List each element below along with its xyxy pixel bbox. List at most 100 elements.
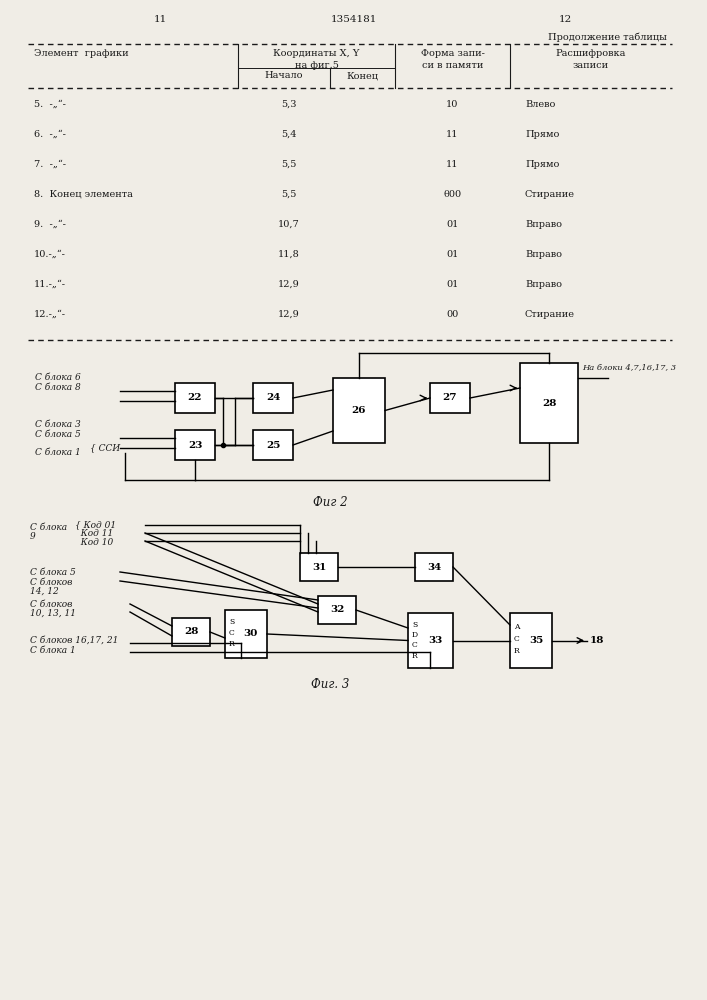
Text: 27: 27 xyxy=(443,393,457,402)
Text: Элемент  графики: Элемент графики xyxy=(34,49,129,58)
FancyBboxPatch shape xyxy=(300,553,338,581)
Text: С блока 8: С блока 8 xyxy=(35,383,81,392)
Text: 01: 01 xyxy=(446,250,459,259)
Text: 28: 28 xyxy=(542,398,556,408)
Text: 5,5: 5,5 xyxy=(281,190,297,199)
Text: 22: 22 xyxy=(188,393,202,402)
Text: 10,7: 10,7 xyxy=(278,220,300,229)
FancyBboxPatch shape xyxy=(520,363,578,443)
Text: Фиг 2: Фиг 2 xyxy=(312,496,347,509)
Text: Продолжение таблицы: Продолжение таблицы xyxy=(548,32,667,41)
Text: S: S xyxy=(412,621,417,629)
Text: 23: 23 xyxy=(188,440,202,450)
Text: Вправо: Вправо xyxy=(525,220,562,229)
Text: 9: 9 xyxy=(30,532,36,541)
Text: 11: 11 xyxy=(446,160,459,169)
Text: Начало: Начало xyxy=(264,71,303,80)
FancyBboxPatch shape xyxy=(333,378,385,443)
Text: С блоков: С блоков xyxy=(30,578,72,587)
Text: С блоков: С блоков xyxy=(30,600,72,609)
FancyBboxPatch shape xyxy=(415,553,453,581)
Text: R: R xyxy=(229,640,235,648)
Text: 12,9: 12,9 xyxy=(278,310,300,319)
Text: 10: 10 xyxy=(446,100,459,109)
Text: Прямо: Прямо xyxy=(525,160,559,169)
Text: На блоки 4,7,16,17, 3: На блоки 4,7,16,17, 3 xyxy=(582,363,676,371)
Text: Влево: Влево xyxy=(525,100,556,109)
Text: Вправо: Вправо xyxy=(525,250,562,259)
Text: 12.-„“-: 12.-„“- xyxy=(34,310,66,319)
Text: 01: 01 xyxy=(446,280,459,289)
FancyBboxPatch shape xyxy=(175,383,215,413)
FancyBboxPatch shape xyxy=(225,610,267,658)
Text: 14, 12: 14, 12 xyxy=(30,587,59,596)
Text: С блока: С блока xyxy=(30,523,67,532)
Text: 11,8: 11,8 xyxy=(278,250,300,259)
Text: Конец: Конец xyxy=(346,71,378,80)
Text: Расшифровка
записи: Расшифровка записи xyxy=(556,49,626,70)
FancyBboxPatch shape xyxy=(253,383,293,413)
Text: { ССИ: { ССИ xyxy=(90,443,120,452)
Text: 5,4: 5,4 xyxy=(281,130,297,139)
Text: R: R xyxy=(412,652,418,660)
Text: R: R xyxy=(514,647,520,655)
Text: 5,5: 5,5 xyxy=(281,160,297,169)
FancyBboxPatch shape xyxy=(408,613,453,668)
Text: Координаты X, Y
на фиг.5: Координаты X, Y на фиг.5 xyxy=(274,49,360,70)
Text: 35: 35 xyxy=(529,636,543,645)
FancyBboxPatch shape xyxy=(253,430,293,460)
Text: 00: 00 xyxy=(446,310,459,319)
Text: Форма запи-
си в памяти: Форма запи- си в памяти xyxy=(421,49,484,70)
Text: 32: 32 xyxy=(329,605,344,614)
Text: 26: 26 xyxy=(352,406,366,415)
Text: Код 10: Код 10 xyxy=(75,538,113,547)
Text: Стирание: Стирание xyxy=(525,190,575,199)
Text: C: C xyxy=(229,629,235,637)
Text: 10.-„“-: 10.-„“- xyxy=(34,250,66,259)
Text: 9.  -„“-: 9. -„“- xyxy=(34,220,66,229)
Text: 24: 24 xyxy=(266,393,280,402)
Text: 30: 30 xyxy=(243,630,257,639)
Text: 12,9: 12,9 xyxy=(278,280,300,289)
Text: Вправо: Вправо xyxy=(525,280,562,289)
Text: С блока 5: С блока 5 xyxy=(30,568,76,577)
Text: 11: 11 xyxy=(446,130,459,139)
FancyBboxPatch shape xyxy=(430,383,470,413)
Text: 7.  -„“-: 7. -„“- xyxy=(34,160,66,169)
Text: 33: 33 xyxy=(428,636,443,645)
Text: 01: 01 xyxy=(446,220,459,229)
Text: 28: 28 xyxy=(184,628,198,637)
Text: С блока 3: С блока 3 xyxy=(35,420,81,429)
Text: 25: 25 xyxy=(266,440,280,450)
Text: C: C xyxy=(514,635,520,643)
Text: { Код 01: { Код 01 xyxy=(75,520,116,529)
Text: 8.  Конец элемента: 8. Конец элемента xyxy=(34,190,133,199)
Text: С блока 5: С блока 5 xyxy=(35,430,81,439)
Text: 1354181: 1354181 xyxy=(331,15,378,24)
Text: 31: 31 xyxy=(312,562,326,572)
Text: С блока 1: С блока 1 xyxy=(35,448,81,457)
FancyBboxPatch shape xyxy=(318,596,356,624)
FancyBboxPatch shape xyxy=(510,613,552,668)
Text: θ00: θ00 xyxy=(443,190,462,199)
FancyBboxPatch shape xyxy=(175,430,215,460)
Text: 5,3: 5,3 xyxy=(281,100,297,109)
Text: 5.  -„“-: 5. -„“- xyxy=(34,100,66,109)
Text: 11: 11 xyxy=(153,15,167,24)
Text: С блока 6: С блока 6 xyxy=(35,373,81,382)
Text: C: C xyxy=(412,641,418,649)
Text: Прямо: Прямо xyxy=(525,130,559,139)
Text: Стирание: Стирание xyxy=(525,310,575,319)
Text: A: A xyxy=(514,623,520,631)
Text: С блока 1: С блока 1 xyxy=(30,646,76,655)
Text: 12: 12 xyxy=(559,15,572,24)
Text: 6.  -„“-: 6. -„“- xyxy=(34,130,66,139)
Text: Фиг. 3: Фиг. 3 xyxy=(311,678,349,691)
Text: 18: 18 xyxy=(590,636,604,645)
Text: 34: 34 xyxy=(427,562,441,572)
Text: 11.-„“-: 11.-„“- xyxy=(34,280,66,289)
Text: D: D xyxy=(412,631,418,639)
Text: С блоков 16,17, 21: С блоков 16,17, 21 xyxy=(30,636,118,645)
Text: S: S xyxy=(229,618,234,626)
Text: 10, 13, 11: 10, 13, 11 xyxy=(30,609,76,618)
